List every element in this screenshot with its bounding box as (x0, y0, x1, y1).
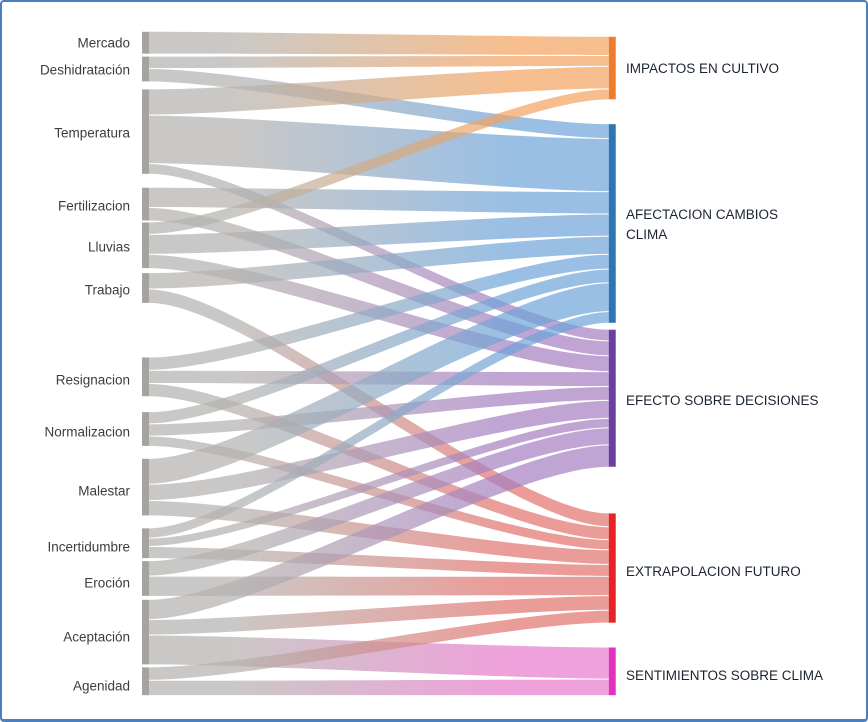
sankey-link-temperatura-to-impactos-en-cultivo[interactable] (148, 66, 609, 115)
source-node-malestar[interactable] (142, 458, 149, 516)
sankey-link-aceptacion-to-efecto-sobre-decisiones[interactable] (148, 445, 609, 620)
sankey-link-incertidumbre-to-efecto-sobre-decisiones[interactable] (148, 418, 609, 547)
sankey-link-normalizacion-to-afectacion-cambios-clima[interactable] (148, 269, 609, 424)
source-node-fertilizacion[interactable] (142, 187, 149, 221)
sankey-link-lluvias-to-impactos-en-cultivo[interactable] (148, 89, 609, 234)
source-node-deshidratacion[interactable] (142, 56, 149, 82)
source-node-temperatura[interactable] (142, 89, 149, 174)
source-node-aceptacion[interactable] (142, 599, 149, 665)
target-node-efecto-sobre-decisiones[interactable] (608, 329, 616, 467)
sankey-link-incertidumbre-to-extrapolacion-futuro[interactable] (148, 546, 609, 576)
sankey-link-deshidratacion-to-impactos-en-cultivo[interactable] (148, 55, 609, 69)
sankey-link-incertidumbre-to-afectacion-cambios-clima[interactable] (148, 312, 609, 538)
sankey-link-agenidad-to-extrapolacion-futuro[interactable] (148, 610, 609, 680)
source-node-lluvias[interactable] (142, 222, 149, 269)
target-node-impactos-en-cultivo[interactable] (608, 36, 616, 100)
target-node-extrapolacion-futuro[interactable] (608, 513, 616, 623)
source-node-incertidumbre[interactable] (142, 528, 149, 559)
target-node-afectacion-cambios-clima[interactable] (608, 124, 616, 323)
source-node-resignacion[interactable] (142, 357, 149, 397)
sankey-link-temperatura-to-efecto-sobre-decisiones[interactable] (148, 164, 609, 341)
sankey-link-normalizacion-to-efecto-sobre-decisiones[interactable] (148, 387, 609, 436)
source-node-erocion[interactable] (142, 561, 149, 596)
sankey-link-fertilizacion-to-afectacion-cambios-clima[interactable] (148, 187, 609, 214)
sankey-link-erocion-to-efecto-sobre-decisiones[interactable] (148, 428, 609, 576)
source-node-trabajo[interactable] (142, 273, 149, 303)
sankey-link-temperatura-to-afectacion-cambios-clima[interactable] (148, 115, 609, 192)
source-node-normalizacion[interactable] (142, 412, 149, 446)
sankey-link-malestar-to-efecto-sobre-decisiones[interactable] (148, 400, 609, 501)
sankey-link-aceptacion-to-extrapolacion-futuro[interactable] (148, 596, 609, 635)
sankey-link-resignacion-to-afectacion-cambios-clima[interactable] (148, 254, 609, 370)
sankey-link-agenidad-to-sentimientos-sobre-clima[interactable] (148, 679, 609, 696)
sankey-link-normalizacion-to-extrapolacion-futuro[interactable] (148, 436, 609, 550)
sankey-link-trabajo-to-afectacion-cambios-clima[interactable] (148, 236, 609, 289)
sankey-link-mercado-to-impactos-en-cultivo[interactable] (148, 31, 609, 55)
target-node-sentimientos-sobre-clima[interactable] (608, 647, 616, 696)
sankey-link-lluvias-to-afectacion-cambios-clima[interactable] (148, 214, 609, 254)
sankey-link-malestar-to-afectacion-cambios-clima[interactable] (148, 283, 609, 484)
source-node-agenidad[interactable] (142, 667, 149, 696)
sankey-link-aceptacion-to-sentimientos-sobre-clima[interactable] (148, 635, 609, 679)
source-node-mercado[interactable] (142, 31, 149, 54)
